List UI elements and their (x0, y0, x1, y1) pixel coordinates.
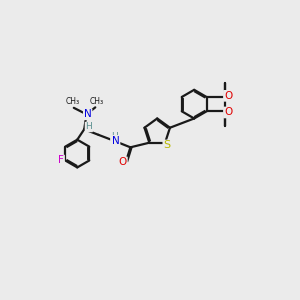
Text: F: F (58, 155, 64, 166)
Text: N: N (84, 109, 92, 119)
Text: H: H (111, 132, 118, 141)
Text: H: H (85, 122, 92, 131)
Text: CH₃: CH₃ (66, 97, 80, 106)
Text: O: O (224, 91, 232, 101)
Text: S: S (164, 140, 170, 151)
Text: O: O (224, 107, 232, 118)
Text: N: N (112, 136, 119, 146)
Text: CH₃: CH₃ (89, 97, 103, 106)
Text: O: O (118, 157, 127, 167)
